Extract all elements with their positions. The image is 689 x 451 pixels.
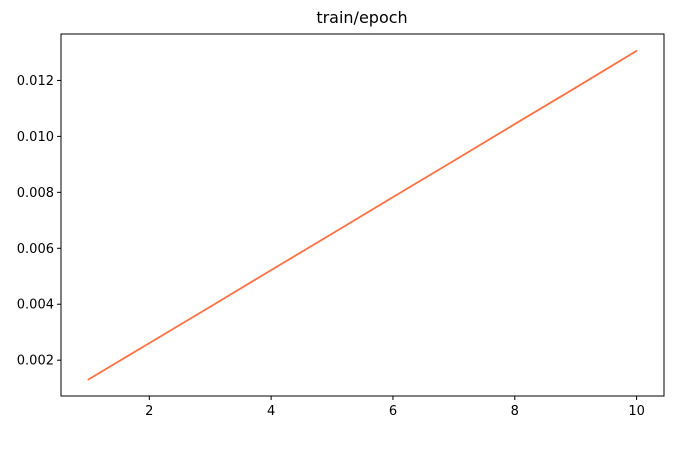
series-point — [514, 123, 516, 125]
y-tick-label: 0.004 — [17, 298, 54, 313]
series-layer — [87, 49, 638, 381]
series-point — [88, 379, 90, 381]
series-line — [87, 49, 638, 381]
x-axis: 2 4 6 8 10 — [145, 396, 645, 419]
series-point — [636, 50, 638, 52]
x-tick-label: 10 — [628, 404, 645, 419]
x-tick-label: 2 — [145, 404, 153, 419]
series-point — [270, 269, 272, 271]
x-tick-label: 8 — [511, 404, 519, 419]
series-point — [209, 306, 211, 308]
x-tick-label: 4 — [267, 404, 275, 419]
chart-title: train/epoch — [316, 8, 407, 27]
y-tick-label: 0.012 — [17, 74, 54, 89]
series-point — [148, 342, 150, 344]
series-point — [392, 196, 394, 198]
x-tick-label: 6 — [389, 404, 397, 419]
y-tick-label: 0.010 — [17, 130, 54, 145]
y-axis: 0.002 0.004 0.006 0.008 0.010 0.012 — [17, 74, 61, 369]
series-point — [453, 160, 455, 162]
y-tick-label: 0.006 — [17, 242, 54, 257]
series-point — [575, 87, 577, 89]
series-point — [331, 233, 333, 235]
y-tick-label: 0.002 — [17, 354, 54, 369]
y-tick-label: 0.008 — [17, 186, 54, 201]
